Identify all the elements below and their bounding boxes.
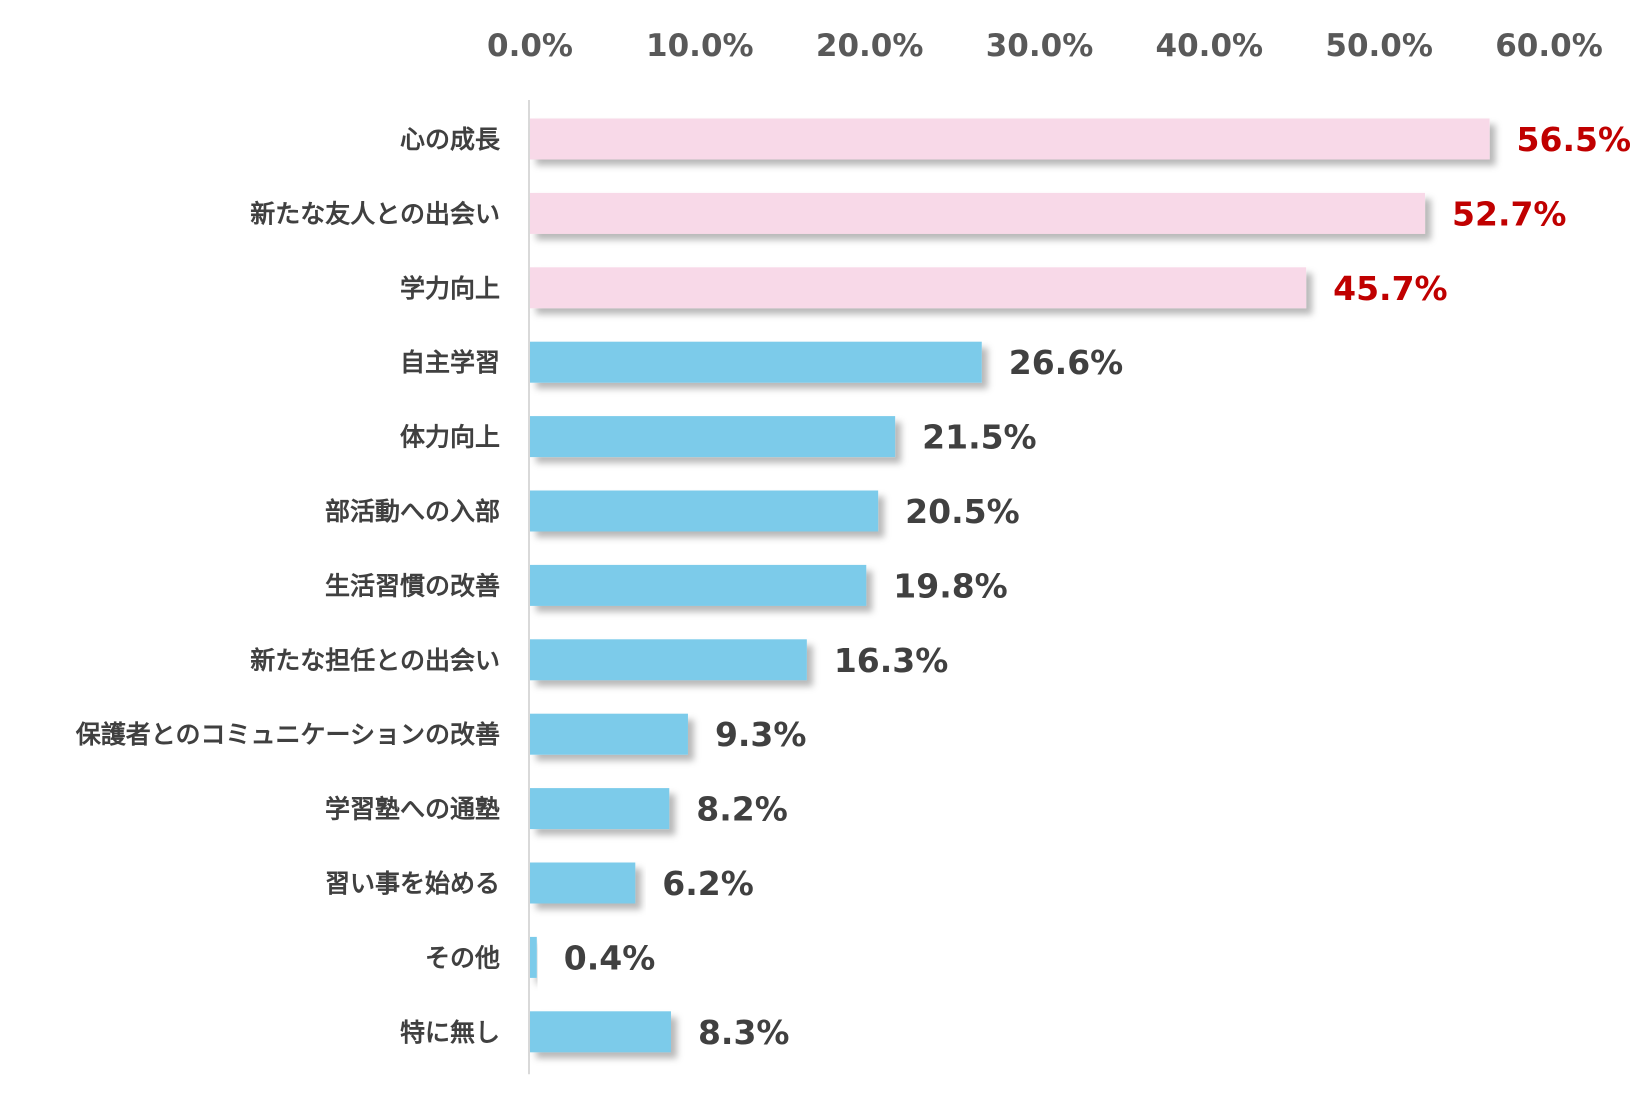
bar [530,267,1307,309]
category-label: 心の成長 [400,125,501,154]
value-label: 8.3% [698,1013,790,1052]
value-label: 8.2% [696,790,788,829]
x-axis-ticks: 0.0% 10.0% 20.0% 30.0% 40.0% 50.0% 60.0% [487,28,1603,64]
bars: 心の成長 56.5% 新たな友人との出会い 52.7% 学力向上 45.7% 自主学習 26.… [75,118,1632,1053]
value-label: 6.2% [662,864,754,903]
category-label: 特に無し [400,1018,500,1047]
bar-row: 部活動への入部 20.5% [325,490,1020,532]
category-label: 保護者とのコミュニケーションの改善 [75,720,500,749]
value-label: 45.7% [1333,269,1448,308]
category-label: 学力向上 [400,274,500,303]
value-label: 52.7% [1452,194,1567,233]
value-label: 0.4% [564,938,656,977]
bar [530,639,807,681]
value-label: 16.3% [834,641,949,680]
x-tick-label: 30.0% [986,28,1094,64]
category-label: その他 [425,943,500,972]
bar-row: 習い事を始める 6.2% [325,862,754,904]
value-label: 19.8% [893,566,1008,605]
x-tick-label: 10.0% [646,28,754,64]
category-label: 自主学習 [400,348,500,377]
bar [530,788,670,830]
bar-row: 学習塾への通塾 8.2% [325,788,788,830]
x-tick-label: 50.0% [1325,28,1433,64]
bar [530,713,688,755]
bar [530,341,982,383]
bar-row: 新たな友人との出会い 52.7% [250,192,1567,234]
bar [530,936,537,978]
category-label: 新たな担任との出会い [250,646,500,675]
bar-row: 学力向上 45.7% [400,267,1448,309]
category-label: 新たな友人との出会い [250,199,500,228]
bar [530,192,1426,234]
value-label: 56.5% [1517,120,1632,159]
value-label: 20.5% [905,492,1020,531]
bar [530,416,896,458]
bar [530,490,879,532]
category-label: 部活動への入部 [325,497,500,526]
bar-row: その他 0.4% [425,936,656,978]
bar-row: 自主学習 26.6% [400,341,1123,383]
bar-row: 心の成長 56.5% [400,118,1632,160]
bar-row: 保護者とのコミュニケーションの改善 9.3% [75,713,807,755]
x-tick-label: 60.0% [1495,28,1603,64]
value-label: 26.6% [1009,343,1123,382]
bar-row: 生活習慣の改善 19.8% [325,564,1008,606]
bar [530,564,867,606]
category-label: 体力向上 [400,423,500,452]
category-label: 学習塾への通塾 [325,795,500,824]
x-tick-label: 40.0% [1156,28,1264,64]
bar-row: 体力向上 21.5% [400,416,1037,458]
value-label: 9.3% [715,715,807,754]
category-label: 生活習慣の改善 [325,571,500,600]
bar-row: 新たな担任との出会い 16.3% [250,639,949,681]
x-tick-label: 0.0% [487,28,573,64]
x-tick-label: 20.0% [816,28,924,64]
value-label: 21.5% [922,418,1036,457]
bar [530,1011,671,1053]
bar [530,862,636,904]
category-label: 習い事を始める [325,869,500,898]
bar-row: 特に無し 8.3% [400,1011,790,1053]
bar [530,118,1490,160]
